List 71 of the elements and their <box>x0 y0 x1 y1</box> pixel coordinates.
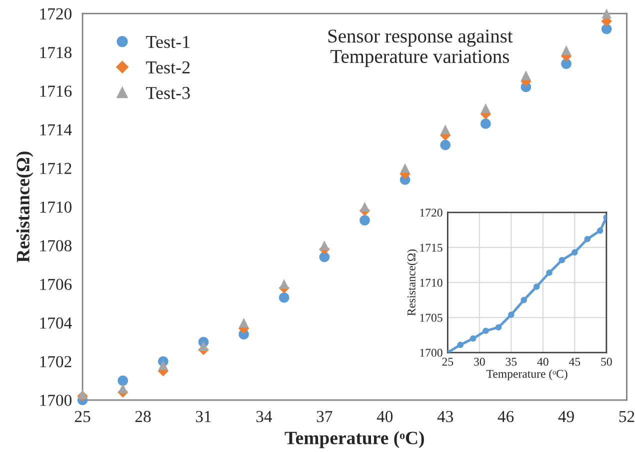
point <box>238 318 249 328</box>
point <box>480 103 491 114</box>
x-tick-label: 52 <box>619 410 634 422</box>
x-axis-title: Temperature (ᵒC) <box>486 370 568 380</box>
x-tick-label: 25 <box>74 410 90 422</box>
y-tick-label: 1716 <box>40 86 72 97</box>
y-tick-label: 1720 <box>420 208 442 217</box>
point <box>558 256 566 264</box>
point <box>546 270 552 276</box>
y-tick-label: 1712 <box>40 162 72 174</box>
x-tick-label: 37 <box>316 410 332 422</box>
y-tick-label: 1708 <box>40 240 72 252</box>
point <box>360 202 370 212</box>
x-tick-label: 35 <box>506 358 517 366</box>
point <box>158 360 168 370</box>
y-axis-title: Resistance(Ω) <box>407 249 418 316</box>
y-tick-label: 1714 <box>40 124 72 136</box>
point <box>561 45 572 56</box>
legend-label: Test-2 <box>146 61 190 74</box>
point <box>118 384 128 394</box>
point <box>457 342 464 348</box>
x-tick-label: 43 <box>437 410 454 422</box>
point <box>495 324 502 330</box>
y-tick-label: 1705 <box>420 314 442 322</box>
point <box>596 228 604 234</box>
x-axis-title: Temperature (ᵒC) <box>284 431 424 448</box>
point <box>602 8 612 18</box>
legend-label: Test-1 <box>146 36 190 48</box>
point <box>118 376 128 386</box>
x-tick-label: 28 <box>135 410 151 422</box>
x-tick-label: 49 <box>558 410 574 422</box>
point <box>480 118 491 129</box>
y-axis-title: Resistance(Ω) <box>16 152 34 262</box>
point <box>584 236 590 242</box>
point <box>78 389 88 400</box>
point <box>320 240 330 250</box>
x-tick-label: 50 <box>601 358 612 366</box>
point <box>572 249 578 256</box>
point <box>533 284 540 290</box>
x-tick-label: 40 <box>376 410 393 422</box>
y-tick-label: 1718 <box>40 46 72 58</box>
point <box>521 70 531 80</box>
y-tick-label: 1702 <box>40 356 72 368</box>
y-tick-label: 1710 <box>420 278 442 287</box>
point <box>440 140 450 150</box>
point <box>440 124 450 134</box>
point <box>400 163 410 174</box>
x-tick-label: 31 <box>196 410 211 422</box>
x-tick-label: 46 <box>498 410 514 422</box>
point <box>508 312 514 318</box>
x-tick-label: 45 <box>569 358 580 366</box>
point <box>470 335 476 342</box>
text: Sensor response against Temperature variations <box>328 30 513 67</box>
x-tick-label: 25 <box>442 358 454 366</box>
point <box>520 296 527 304</box>
point <box>198 341 208 351</box>
y-tick-label: 1700 <box>40 394 72 406</box>
y-tick-label: 1720 <box>40 8 72 20</box>
legend-label: Test-3 <box>146 86 190 100</box>
point <box>360 215 370 226</box>
y-tick-label: 1704 <box>40 317 72 329</box>
y-tick-label: 1700 <box>420 348 442 357</box>
point <box>278 292 290 303</box>
point <box>279 279 290 289</box>
y-tick-label: 1715 <box>420 244 442 252</box>
x-tick-label: 34 <box>256 410 272 422</box>
point <box>482 328 489 334</box>
x-tick-label: 40 <box>537 358 548 366</box>
y-tick-label: 1706 <box>40 278 72 290</box>
x-tick-label: 30 <box>474 358 485 366</box>
y-tick-label: 1710 <box>40 201 72 213</box>
